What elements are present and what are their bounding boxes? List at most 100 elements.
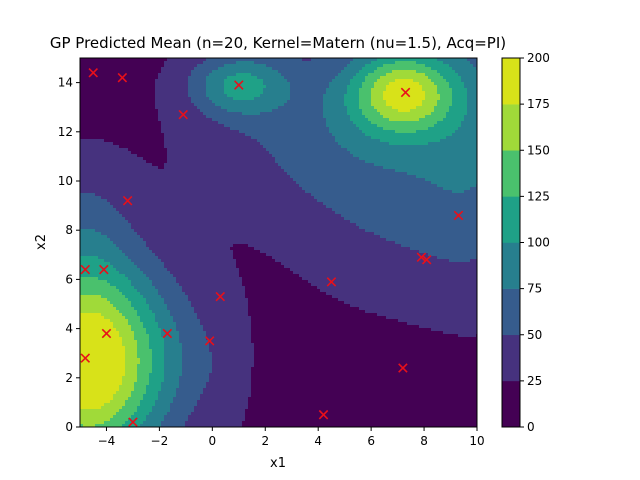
contour-cell xyxy=(86,184,90,188)
contour-cell xyxy=(176,61,180,65)
contour-cell xyxy=(170,274,174,278)
contour-cell xyxy=(155,190,159,194)
contour-cell xyxy=(92,181,96,185)
contour-cell xyxy=(164,394,168,398)
contour-cell xyxy=(173,298,177,302)
contour-cell xyxy=(152,286,156,290)
contour-cell xyxy=(104,121,108,125)
contour-cell xyxy=(182,310,186,314)
contour-cell xyxy=(149,235,153,239)
contour-cell xyxy=(194,250,198,254)
contour-cell xyxy=(83,115,87,119)
contour-cell xyxy=(173,259,177,263)
contour-cell xyxy=(191,127,195,131)
contour-cell xyxy=(146,136,150,140)
contour-cell xyxy=(149,292,153,296)
contour-cell xyxy=(131,67,135,71)
contour-cell xyxy=(104,307,108,311)
contour-cell xyxy=(191,79,195,83)
contour-cell xyxy=(131,91,135,95)
contour-cell xyxy=(134,169,138,173)
contour-cell xyxy=(104,364,108,368)
contour-cell xyxy=(113,61,117,65)
contour-cell xyxy=(170,376,174,380)
contour-cell xyxy=(101,292,105,296)
contour-cell xyxy=(113,262,117,266)
contour-cell xyxy=(179,181,183,185)
contour-cell xyxy=(182,388,186,392)
contour-cell xyxy=(173,67,177,71)
contour-cell xyxy=(122,325,126,329)
contour-cell xyxy=(83,373,87,377)
contour-cell xyxy=(86,73,90,77)
contour-cell xyxy=(122,58,126,62)
contour-cell xyxy=(122,301,126,305)
contour-cell xyxy=(80,343,84,347)
contour-cell xyxy=(158,400,162,404)
contour-cell xyxy=(89,319,93,323)
contour-cell xyxy=(194,307,198,311)
contour-cell xyxy=(152,235,156,239)
contour-cell xyxy=(143,73,147,77)
contour-cell xyxy=(158,415,162,419)
contour-cell xyxy=(176,298,180,302)
contour-cell xyxy=(131,100,135,104)
contour-cell xyxy=(86,331,90,335)
contour-cell xyxy=(113,169,117,173)
contour-cell xyxy=(110,166,114,170)
contour-cell xyxy=(98,91,102,95)
contour-cell xyxy=(176,58,180,62)
contour-cell xyxy=(113,211,117,215)
contour-cell xyxy=(86,256,90,260)
contour-cell xyxy=(110,370,114,374)
contour-cell xyxy=(95,247,99,251)
contour-cell xyxy=(110,79,114,83)
contour-cell xyxy=(188,364,192,368)
contour-cell xyxy=(146,319,150,323)
contour-cell xyxy=(155,187,159,191)
contour-cell xyxy=(89,415,93,419)
contour-cell xyxy=(194,343,198,347)
contour-cell xyxy=(197,208,201,212)
contour-cell xyxy=(170,76,174,80)
contour-cell xyxy=(158,151,162,155)
contour-cell xyxy=(194,229,198,233)
contour-cell xyxy=(98,337,102,341)
contour-cell xyxy=(152,280,156,284)
contour-cell xyxy=(134,115,138,119)
contour-cell xyxy=(95,214,99,218)
contour-cell xyxy=(152,379,156,383)
contour-cell xyxy=(173,64,177,68)
contour-cell xyxy=(176,151,180,155)
contour-cell xyxy=(155,127,159,131)
contour-cell xyxy=(164,160,168,164)
contour-cell xyxy=(188,247,192,251)
contour-cell xyxy=(89,334,93,338)
contour-cell xyxy=(182,184,186,188)
contour-cell xyxy=(170,334,174,338)
contour-cell xyxy=(161,304,165,308)
contour-cell xyxy=(134,265,138,269)
contour-cell xyxy=(188,259,192,263)
contour-cell xyxy=(98,283,102,287)
contour-cell xyxy=(167,199,171,203)
contour-cell xyxy=(89,154,93,158)
contour-cell xyxy=(194,124,198,128)
contour-cell xyxy=(92,280,96,284)
contour-cell xyxy=(122,151,126,155)
contour-cell xyxy=(143,292,147,296)
contour-cell xyxy=(80,205,84,209)
contour-cell xyxy=(176,319,180,323)
contour-cell xyxy=(80,337,84,341)
contour-cell xyxy=(92,271,96,275)
contour-cell xyxy=(197,403,201,407)
contour-cell xyxy=(104,64,108,68)
contour-cell xyxy=(86,292,90,296)
contour-cell xyxy=(191,382,195,386)
contour-cell xyxy=(188,229,192,233)
contour-cell xyxy=(182,352,186,356)
contour-cell xyxy=(89,373,93,377)
contour-cell xyxy=(146,232,150,236)
contour-cell xyxy=(119,424,123,428)
contour-cell xyxy=(185,136,189,140)
